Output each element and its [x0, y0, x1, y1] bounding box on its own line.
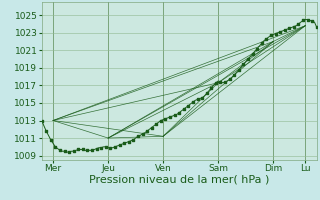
Point: [213, 81, 219, 84]
Point: [200, 96, 205, 99]
Point: [126, 140, 131, 143]
Point: [305, 18, 310, 21]
Point: [53, 145, 58, 148]
Point: [149, 126, 154, 129]
Point: [314, 26, 319, 29]
Point: [195, 98, 200, 101]
Point: [103, 145, 108, 148]
Point: [255, 47, 260, 50]
Point: [319, 35, 320, 38]
Point: [71, 150, 76, 153]
Point: [241, 63, 246, 66]
Point: [140, 132, 145, 135]
Point: [204, 92, 209, 95]
Point: [39, 119, 44, 122]
Point: [112, 145, 117, 148]
Point: [177, 111, 182, 114]
Point: [167, 115, 172, 119]
Point: [117, 143, 122, 147]
Point: [291, 25, 296, 28]
Point: [172, 114, 177, 117]
Point: [57, 149, 62, 152]
Point: [222, 80, 228, 83]
Point: [158, 119, 164, 122]
Point: [122, 142, 127, 145]
Point: [209, 86, 214, 90]
X-axis label: Pression niveau de la mer( hPa ): Pression niveau de la mer( hPa ): [89, 175, 269, 185]
Point: [62, 150, 67, 153]
Point: [190, 100, 196, 104]
Point: [250, 52, 255, 55]
Point: [76, 148, 81, 151]
Point: [268, 34, 274, 37]
Point: [135, 135, 140, 138]
Point: [163, 117, 168, 120]
Point: [154, 122, 159, 126]
Point: [259, 42, 264, 45]
Point: [236, 68, 241, 71]
Point: [48, 138, 53, 141]
Point: [44, 129, 49, 133]
Point: [218, 80, 223, 83]
Point: [245, 57, 251, 61]
Point: [131, 138, 136, 141]
Point: [186, 104, 191, 107]
Point: [108, 146, 113, 149]
Point: [277, 30, 283, 33]
Point: [145, 129, 150, 133]
Point: [232, 73, 237, 76]
Point: [67, 151, 72, 154]
Point: [300, 19, 306, 22]
Point: [310, 20, 315, 23]
Point: [264, 37, 269, 40]
Point: [99, 146, 104, 149]
Point: [282, 28, 287, 32]
Point: [90, 149, 95, 152]
Point: [287, 27, 292, 30]
Point: [273, 32, 278, 35]
Point: [94, 147, 99, 150]
Point: [85, 149, 90, 152]
Point: [227, 78, 232, 81]
Point: [296, 22, 301, 26]
Point: [80, 148, 85, 151]
Point: [181, 107, 186, 111]
